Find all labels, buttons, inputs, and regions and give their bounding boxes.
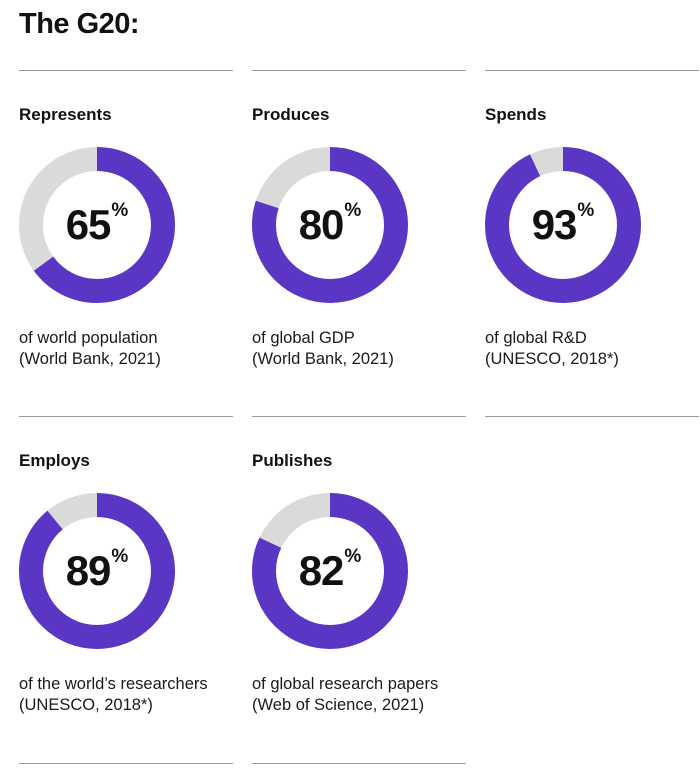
stat-label: Produces — [252, 105, 330, 124]
stat-card-employs: Employs 89% of the world’s researchers (… — [19, 416, 233, 746]
donut-chart: 89% — [19, 493, 175, 649]
source-text: (World Bank, 2021) — [19, 350, 161, 368]
stat-label: Spends — [485, 105, 547, 124]
stat-label: Employs — [19, 451, 90, 470]
donut-svg — [252, 493, 408, 649]
donut-svg — [19, 493, 175, 649]
stat-card-represents: Represents 65% of world population (Worl… — [19, 70, 233, 400]
stat-card-publishes: Publishes 82% of global research papers … — [252, 416, 466, 746]
divider — [485, 70, 699, 71]
stat-card-produces: Produces 80% of global GDP (World Bank, … — [252, 70, 466, 400]
donut-arc — [19, 147, 175, 303]
donut-chart: 82% — [252, 493, 408, 649]
source-text: (World Bank, 2021) — [252, 350, 394, 368]
stat-value: 82% — [252, 493, 408, 649]
donut-svg — [19, 147, 175, 303]
percent-sign: % — [111, 200, 129, 221]
stat-number: 89 — [65, 547, 112, 594]
stat-value: 80% — [252, 147, 408, 303]
stat-description: of the world’s researchers (UNESCO, 2018… — [19, 674, 208, 716]
donut-chart: 65% — [19, 147, 175, 303]
donut-svg — [485, 147, 641, 303]
stat-label: Publishes — [252, 451, 333, 470]
donut-chart: 93% — [485, 147, 641, 303]
stat-number: 82 — [298, 547, 345, 594]
donut-arc — [252, 493, 408, 649]
stat-value: 89% — [19, 493, 175, 649]
stat-description: of global GDP (World Bank, 2021) — [252, 328, 394, 370]
stat-number: 65 — [65, 201, 112, 248]
donut-arc — [252, 147, 408, 303]
percent-sign: % — [344, 200, 362, 221]
stat-description: of world population (World Bank, 2021) — [19, 328, 161, 370]
divider — [19, 763, 233, 764]
source-text: (UNESCO, 2018*) — [19, 696, 153, 714]
description-text: of global R&D — [485, 329, 587, 347]
divider — [19, 416, 233, 417]
source-text: (UNESCO, 2018*) — [485, 350, 619, 368]
description-text: of the world’s researchers — [19, 675, 208, 693]
stat-value: 93% — [485, 147, 641, 303]
stat-description: of global research papers (Web of Scienc… — [252, 674, 438, 716]
percent-sign: % — [577, 200, 595, 221]
stat-number: 93 — [531, 201, 578, 248]
page-title: The G20: — [19, 8, 140, 40]
stat-label: Represents — [19, 105, 112, 124]
donut-arc — [19, 493, 175, 649]
divider — [252, 70, 466, 71]
donut-arc — [485, 147, 641, 303]
description-text: of global GDP — [252, 329, 355, 347]
stat-value: 65% — [19, 147, 175, 303]
divider — [252, 416, 466, 417]
description-text: of world population — [19, 329, 158, 347]
percent-sign: % — [111, 546, 129, 567]
divider — [485, 416, 699, 417]
percent-sign: % — [344, 546, 362, 567]
donut-chart: 80% — [252, 147, 408, 303]
stat-description: of global R&D (UNESCO, 2018*) — [485, 328, 619, 370]
source-text: (Web of Science, 2021) — [252, 696, 425, 714]
stat-card-spends: Spends 93% of global R&D (UNESCO, 2018*) — [485, 70, 699, 400]
stat-number: 80 — [298, 201, 345, 248]
description-text: of global research papers — [252, 675, 439, 693]
divider — [252, 763, 466, 764]
divider — [19, 70, 233, 71]
donut-svg — [252, 147, 408, 303]
